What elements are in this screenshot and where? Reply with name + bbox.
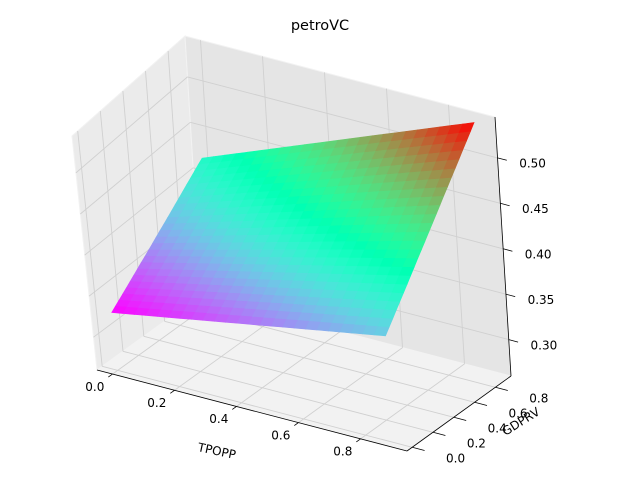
y-gridline [122, 350, 434, 433]
chart-title: petroVC [291, 18, 349, 34]
y-tick-label: 0.4 [488, 422, 507, 436]
z-gridline [75, 76, 188, 174]
z-tick-mark [503, 248, 513, 252]
x-tick-label: 0.6 [271, 428, 290, 442]
y-tick-mark [432, 431, 446, 436]
y-axis-line [406, 375, 512, 452]
y-tick-mark [412, 446, 425, 451]
y-gridline [77, 130, 103, 367]
y-tick-label: 0.0 [446, 452, 465, 466]
y-tick-label: 0.6 [508, 407, 527, 421]
z-tick-label: 0.50 [519, 157, 546, 171]
z-tick-mark [505, 293, 516, 297]
z-tick-label: 0.45 [522, 202, 549, 216]
z-axis-line [494, 116, 512, 377]
x-tick-mark [170, 389, 175, 394]
y-gridline [143, 335, 454, 418]
z-gridline [80, 121, 191, 215]
tick-marks [108, 157, 519, 451]
x-gridline [236, 331, 341, 407]
x-gridline [360, 363, 465, 440]
x-tick-mark [232, 406, 237, 410]
y-gridline [164, 320, 475, 403]
z-tick-label: 0.35 [528, 293, 555, 307]
surface-mesh [111, 122, 475, 337]
tick-labels: 0.00.20.40.60.8 0.00.20.40.60.80.300.350.… [85, 157, 557, 466]
y-tick-mark [474, 401, 488, 406]
y-tick-label: 0.2 [467, 437, 486, 451]
y-tick-mark [453, 416, 467, 421]
x-gridline [298, 347, 403, 423]
x-tick-mark [294, 422, 299, 426]
z-tick-mark [497, 157, 507, 161]
x-tick-label: 0.4 [209, 412, 228, 426]
axis-lines [96, 116, 512, 452]
x-tick-mark [356, 438, 361, 443]
x-tick-label: 0.2 [147, 396, 166, 410]
z-tick-label: 0.40 [525, 247, 552, 261]
y-gridline [102, 365, 413, 448]
z-tick-mark [500, 202, 510, 207]
x-tick-mark [108, 373, 113, 378]
z-tick-label: 0.30 [531, 338, 558, 352]
z-tick-mark [508, 339, 519, 343]
x-axis-line [96, 369, 408, 452]
x-tick-label: 0.8 [333, 445, 352, 459]
x-tick-label: 0.0 [85, 380, 104, 394]
surface-patch [373, 326, 390, 337]
x-gridline [174, 314, 279, 391]
y-tick-label: 0.8 [529, 392, 548, 406]
x-axis-label: TPOPP [196, 440, 238, 462]
z-gridline [84, 167, 194, 256]
y-tick-mark [495, 386, 508, 391]
